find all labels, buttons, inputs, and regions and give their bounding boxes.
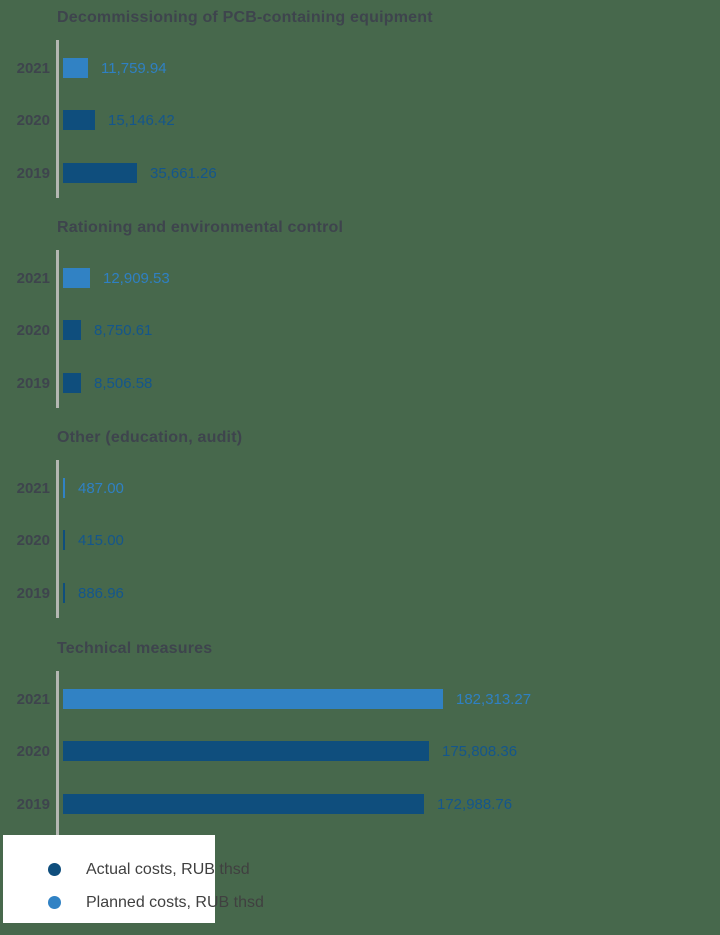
actual-bar	[63, 530, 65, 550]
facet-other: Other (education, audit) 2021 487.00 202…	[0, 429, 720, 642]
data-label: 487.00	[78, 480, 124, 497]
y-axis-line	[56, 250, 59, 408]
year-tick-label: 2020	[16, 532, 50, 549]
year-tick-label: 2021	[16, 270, 50, 287]
bar-row: 2020 175,808.36	[0, 741, 720, 761]
data-label: 8,506.58	[94, 375, 153, 392]
facet-title: Other (education, audit)	[57, 429, 243, 446]
year-tick-label: 2019	[16, 165, 50, 182]
year-tick-label: 2020	[16, 112, 50, 129]
bar-row: 2020 415.00	[0, 530, 720, 550]
y-axis-line	[56, 671, 59, 835]
bar-row: 2019 8,506.58	[0, 373, 720, 393]
year-tick-label: 2019	[16, 585, 50, 602]
actual-bar	[63, 163, 137, 183]
planned-bar	[63, 478, 65, 498]
actual-bar	[63, 794, 424, 814]
bar-row: 2021 11,759.94	[0, 58, 720, 78]
legend-label: Planned costs, RUB thsd	[86, 894, 264, 911]
year-tick-label: 2021	[16, 691, 50, 708]
planned-bar	[63, 58, 88, 78]
facet-rationing: Rationing and environmental control 2021…	[0, 219, 720, 432]
year-tick-label: 2019	[16, 796, 50, 813]
data-label: 12,909.53	[103, 270, 170, 287]
legend-item-actual: Actual costs, RUB thsd	[48, 861, 250, 878]
facet-technical-measures: Technical measures 2021 182,313.27 2020 …	[0, 640, 720, 853]
actual-bar	[63, 110, 95, 130]
data-label: 172,988.76	[437, 796, 513, 813]
data-label: 175,808.36	[442, 743, 518, 760]
data-label: 15,146.42	[108, 112, 175, 129]
planned-bar	[63, 268, 90, 288]
actual-bar	[63, 320, 81, 340]
facet-title: Decommissioning of PCB-containing equipm…	[57, 9, 433, 26]
bar-row: 2019 172,988.76	[0, 794, 720, 814]
data-label: 35,661.26	[150, 165, 217, 182]
bar-row: 2021 487.00	[0, 478, 720, 498]
bar-row: 2019 35,661.26	[0, 163, 720, 183]
actual-bar	[63, 741, 429, 761]
y-axis-line	[56, 460, 59, 618]
data-label: 415.00	[78, 532, 124, 549]
planned-bar	[63, 689, 443, 709]
legend-panel: Actual costs, RUB thsd Planned costs, RU…	[3, 835, 264, 923]
bar-row: 2021 12,909.53	[0, 268, 720, 288]
year-tick-label: 2019	[16, 375, 50, 392]
bar-row: 2019 886.96	[0, 583, 720, 603]
data-label: 11,759.94	[101, 60, 167, 77]
year-tick-label: 2020	[16, 743, 50, 760]
year-tick-label: 2020	[16, 322, 50, 339]
data-label: 182,313.27	[456, 691, 532, 708]
year-tick-label: 2021	[16, 480, 50, 497]
facet-decommissioning: Decommissioning of PCB-containing equipm…	[0, 9, 720, 222]
actual-bar	[63, 373, 81, 393]
facet-title: Rationing and environmental control	[57, 219, 344, 236]
bar-row: 2020 15,146.42	[0, 110, 720, 130]
legend-item-planned: Planned costs, RUB thsd	[48, 894, 264, 911]
year-tick-label: 2021	[16, 60, 50, 77]
data-label: 886.96	[78, 585, 124, 602]
y-axis-line	[56, 40, 59, 198]
bar-row: 2021 182,313.27	[0, 689, 720, 709]
bar-row: 2020 8,750.61	[0, 320, 720, 340]
facet-title: Technical measures	[57, 640, 213, 657]
actual-series-dot-icon	[48, 863, 61, 876]
data-label: 8,750.61	[94, 322, 153, 339]
legend-label: Actual costs, RUB thsd	[86, 861, 250, 878]
planned-series-dot-icon	[48, 896, 61, 909]
actual-bar	[63, 583, 65, 603]
